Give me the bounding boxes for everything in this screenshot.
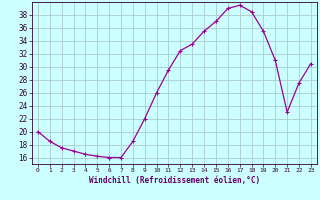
X-axis label: Windchill (Refroidissement éolien,°C): Windchill (Refroidissement éolien,°C) [89,176,260,185]
